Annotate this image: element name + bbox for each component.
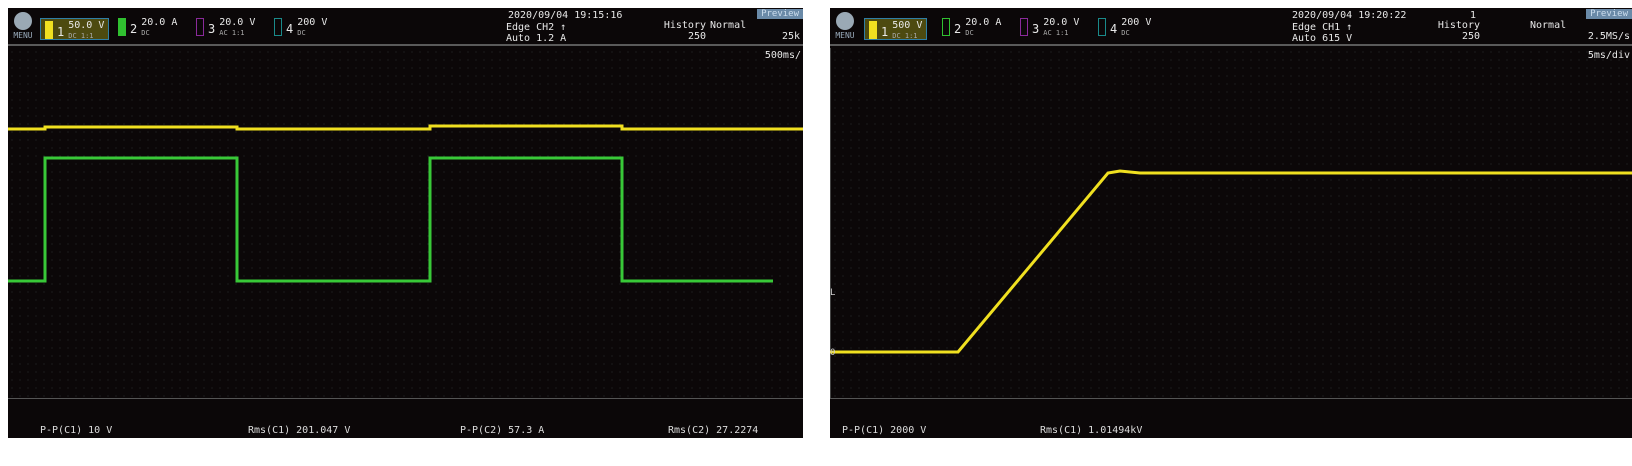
channel-scale: 20.0 A — [965, 17, 1002, 28]
history-label: History — [1437, 20, 1480, 31]
measurement: Rms(C1) 201.047 V — [248, 425, 351, 436]
waveforms — [830, 169, 1632, 354]
acq-counter: 1 — [1470, 10, 1477, 21]
channel-coupling: DC — [297, 29, 306, 37]
timebase: 5ms/div — [1587, 50, 1630, 61]
channel-1[interactable]: 1 50.0 V DC 1:1 — [40, 18, 110, 40]
acq-mode[interactable]: Normal 2.5MS/s — [1530, 20, 1630, 42]
channel-coupling: DC 1:1 — [892, 32, 918, 40]
channel-3[interactable]: 3 20.0 V AC 1:1 — [196, 18, 255, 40]
trigger-info[interactable]: Edge CH1 ↑ Auto 615 V — [1292, 22, 1352, 44]
measurement: P-P(C1) 10 V — [40, 425, 113, 436]
menu-label: MENU — [13, 31, 33, 40]
mode-label: Normal — [710, 20, 747, 31]
history-value: 250 — [1461, 31, 1480, 42]
history-value: 250 — [687, 31, 706, 42]
channel-num: 1 — [881, 25, 889, 39]
channel-num: 2 — [130, 22, 138, 36]
channel-scale: 200 V — [1121, 17, 1152, 28]
menu-button[interactable]: MENU — [8, 12, 38, 40]
channel-coupling: AC 1:1 — [1043, 29, 1069, 37]
trigger-source: Edge CH2 ↑ — [506, 22, 567, 33]
ch2-trace — [8, 156, 773, 283]
trigger-level: Auto 1.2 A — [506, 33, 567, 44]
channel-coupling: DC — [1121, 29, 1130, 37]
waveform-grid — [830, 48, 1632, 398]
channel-color — [196, 18, 204, 36]
header-bar: MENU 1 500 V DC 1:1 2 20.0 A DC 3 20.0 V AC 1:… — [830, 8, 1632, 46]
menu-icon — [836, 12, 854, 30]
channel-coupling: DC — [965, 29, 974, 37]
history-label: History — [663, 20, 706, 31]
menu-label: MENU — [835, 31, 855, 40]
channel-num: 3 — [208, 22, 216, 36]
history[interactable]: History 250 — [1430, 20, 1480, 42]
header-bar: MENU 1 50.0 V DC 1:1 2 20.0 A DC 3 20.0 V AC 1… — [8, 8, 803, 46]
ch1-trace — [830, 169, 1632, 354]
channel-color — [118, 18, 126, 36]
channel-coupling: AC 1:1 — [219, 29, 245, 37]
channel-num: 4 — [1110, 22, 1118, 36]
status-badge: Preview — [757, 9, 803, 19]
acq-mode[interactable]: Normal 25k — [710, 20, 800, 42]
ch1-trace — [8, 124, 803, 131]
measurement-bar: P-P(C1) 2000 V Rms(C1) 1.01494kV — [830, 398, 1632, 438]
trigger-source: Edge CH1 ↑ — [1292, 22, 1353, 33]
channel-scale: 50.0 V — [68, 20, 105, 31]
channel-color — [1098, 18, 1106, 36]
channel-color — [1020, 18, 1028, 36]
channel-2[interactable]: 2 20.0 A DC — [942, 18, 1001, 40]
datetime: 2020/09/04 19:20:22 — [1292, 10, 1407, 21]
trigger-level: Auto 615 V — [1292, 33, 1353, 44]
sample-rate: 2.5MS/s — [1587, 31, 1630, 42]
channel-1[interactable]: 1 500 V DC 1:1 — [864, 18, 928, 40]
measurement: P-P(C2) 57.3 A — [460, 425, 545, 436]
trigger-info[interactable]: Edge CH2 ↑ Auto 1.2 A — [506, 22, 566, 44]
channel-scale: 20.0 A — [141, 17, 178, 28]
measurement-bar: P-P(C1) 10 V Rms(C1) 201.047 V P-P(C2) 5… — [8, 398, 803, 438]
mode-label: Normal — [1530, 20, 1567, 31]
channel-num: 2 — [954, 22, 962, 36]
timebase: 500ms/ — [764, 50, 801, 61]
history[interactable]: History 250 — [656, 20, 706, 42]
channel-scale: 500 V — [892, 20, 923, 31]
sample-rate: 25k — [781, 31, 800, 42]
channel-3[interactable]: 3 20.0 V AC 1:1 — [1020, 18, 1079, 40]
channel-coupling: DC — [141, 29, 150, 37]
status-badge: Preview — [1586, 9, 1632, 19]
channel-scale: 200 V — [297, 17, 328, 28]
channel-num: 3 — [1032, 22, 1040, 36]
oscilloscope-screen-right: MENU 1 500 V DC 1:1 2 20.0 A DC 3 20.0 V AC 1:… — [830, 8, 1632, 438]
channel-color — [942, 18, 950, 36]
datetime: 2020/09/04 19:15:16 — [508, 10, 623, 21]
channel-num: 1 — [57, 25, 65, 39]
waveform-grid — [8, 48, 803, 398]
measurement: Rms(C2) 27.2274 — [668, 425, 759, 436]
channel-scale: 20.0 V — [219, 17, 256, 28]
waveforms — [8, 124, 803, 283]
channel-num: 4 — [286, 22, 294, 36]
channel-scale: 20.0 V — [1043, 17, 1080, 28]
oscilloscope-screen-left: MENU 1 50.0 V DC 1:1 2 20.0 A DC 3 20.0 V AC 1… — [8, 8, 803, 438]
channel-color — [869, 21, 877, 39]
trigger-level-marker: L — [830, 288, 836, 298]
channel-4[interactable]: 4 200 V DC — [1098, 18, 1151, 40]
menu-icon — [14, 12, 32, 30]
measurement: Rms(C1) 1.01494kV — [1040, 425, 1143, 436]
channel-color — [274, 18, 282, 36]
measurement: P-P(C1) 2000 V — [842, 425, 927, 436]
channel-coupling: DC 1:1 — [68, 32, 94, 40]
channel-color — [45, 21, 53, 39]
channel-4[interactable]: 4 200 V DC — [274, 18, 327, 40]
ch1-ground-marker: 0 — [830, 348, 836, 358]
menu-button[interactable]: MENU — [830, 12, 860, 40]
channel-2[interactable]: 2 20.0 A DC — [118, 18, 177, 40]
